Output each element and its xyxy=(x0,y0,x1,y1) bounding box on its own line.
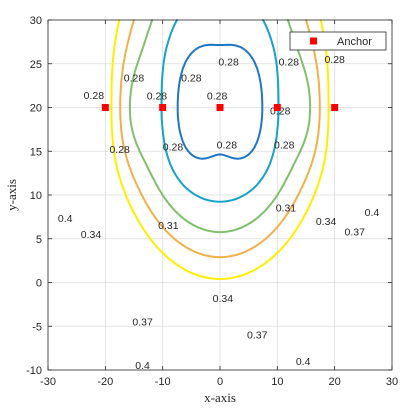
legend-label: Anchor xyxy=(337,36,372,48)
legend-box xyxy=(289,31,387,51)
contour-lines xyxy=(110,19,330,280)
contour-label: 0.4 xyxy=(296,356,311,368)
contour-label: 0.28 xyxy=(274,140,295,152)
x-tick-label: -10 xyxy=(155,376,171,388)
x-tick-label: -30 xyxy=(40,376,56,388)
contour-label: 0.28 xyxy=(279,57,300,69)
anchor-marker xyxy=(159,104,167,111)
contour-label: 0.28 xyxy=(181,72,202,84)
contour-label: 0.34 xyxy=(316,216,337,228)
y-tick-label: 30 xyxy=(30,15,42,27)
contour-label: 0.28 xyxy=(207,91,228,103)
y-tick-label: 15 xyxy=(30,146,42,158)
contour-label: 0.28 xyxy=(218,57,239,69)
contour-label: 0.37 xyxy=(132,316,153,328)
contour-labels: 0.28 0.280.28 0.28 0.280.280.28 0.28 0.28 0.28… xyxy=(58,54,379,372)
x-tick-label: -20 xyxy=(97,376,113,388)
anchor-marker xyxy=(216,104,224,111)
contour-label: 0.28 xyxy=(217,140,238,152)
contour-label: 0.28 xyxy=(124,72,145,84)
y-tick-label: 10 xyxy=(30,190,42,202)
x-tick-label: 10 xyxy=(271,376,283,388)
y-tick-label: 20 xyxy=(30,103,42,115)
contour-label: 0.37 xyxy=(345,226,366,238)
contour-label: 0.4 xyxy=(135,360,150,372)
contour-label: 0.28 xyxy=(147,91,168,103)
x-tick-label: 20 xyxy=(329,376,341,388)
contour-label: 0.34 xyxy=(81,229,102,241)
y-tick-label: 25 xyxy=(30,59,42,71)
y-tick-label: -10 xyxy=(26,365,42,377)
contour-label: 0.28 xyxy=(324,54,345,66)
x-axis-title: x-axis xyxy=(204,390,236,405)
y-tick-label: 0 xyxy=(36,278,42,290)
contour-label: 0.31 xyxy=(276,203,297,215)
y-axis-title: y-axis xyxy=(4,179,19,211)
contour-label: 0.37 xyxy=(247,330,268,342)
legend-marker xyxy=(310,37,317,45)
y-tick-label: -5 xyxy=(32,321,42,333)
contour-line xyxy=(110,19,330,280)
contour-label: 0.28 xyxy=(109,144,130,156)
contour-label: 0.34 xyxy=(213,293,234,305)
y-tick-label: 5 xyxy=(36,234,42,246)
contour-label: 0.28 xyxy=(163,141,184,153)
contour-label: 0.31 xyxy=(158,220,179,232)
x-tick-label: 30 xyxy=(386,376,398,388)
contour-label: 0.4 xyxy=(365,207,380,219)
anchor-markers xyxy=(101,104,339,111)
contour-label: 0.28 xyxy=(84,90,105,102)
contour-line xyxy=(119,19,321,259)
anchor-marker xyxy=(101,104,109,111)
anchor-marker xyxy=(331,104,339,111)
anchor-marker xyxy=(273,104,281,111)
axis-ticks: -30 -20 -10 0 10 20 30 -10 -5 0 5 10 15 20 25 30 xyxy=(26,15,398,388)
contour-label: 0.4 xyxy=(58,213,73,225)
contour-line xyxy=(176,43,264,160)
legend: Anchor xyxy=(289,31,387,51)
x-tick-label: 0 xyxy=(217,376,223,388)
contour-line xyxy=(160,19,280,203)
